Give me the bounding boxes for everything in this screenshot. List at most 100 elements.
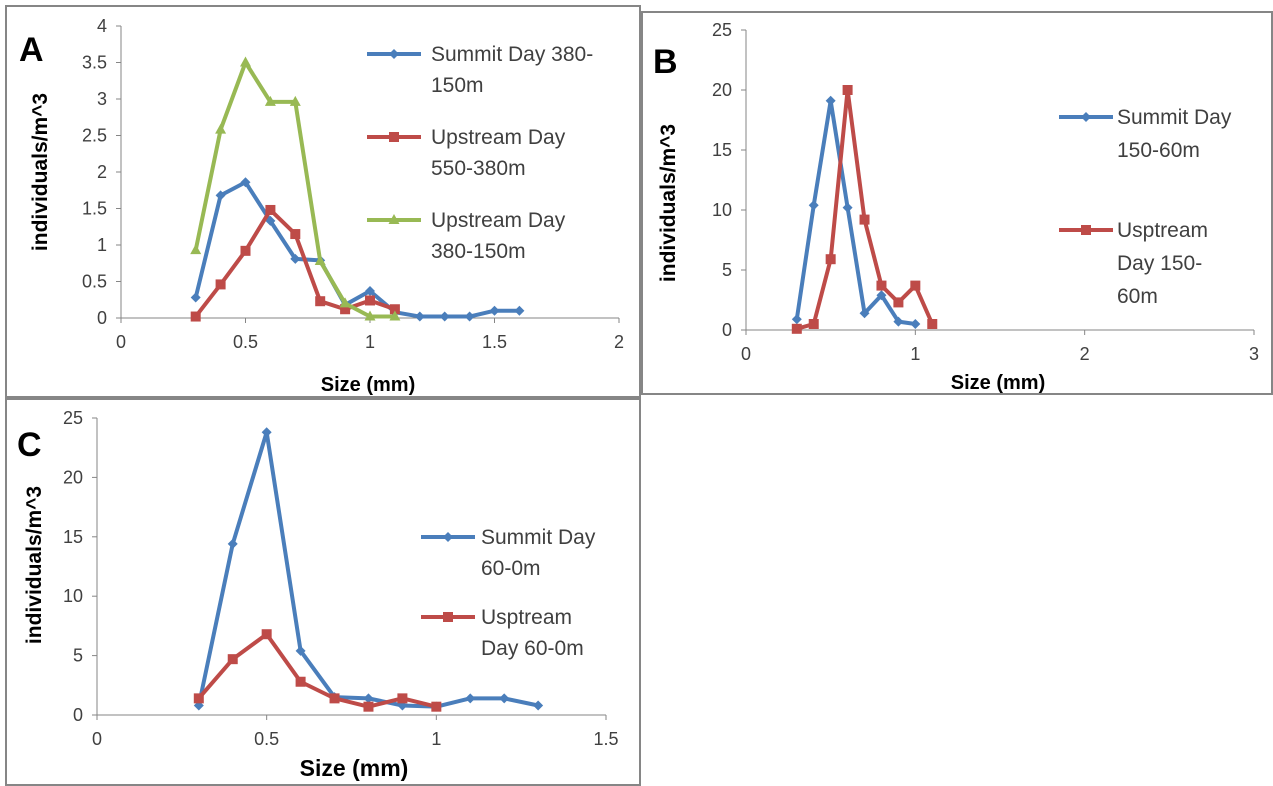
series-1: [190, 177, 525, 322]
data-point: [397, 700, 408, 711]
data-point: [339, 297, 351, 308]
data-point: [295, 645, 306, 656]
series-2: [791, 85, 938, 334]
data-point: [227, 654, 238, 665]
data-point: [791, 314, 802, 325]
x-axis-label: Size (mm): [321, 374, 415, 396]
y-tick-label: 20: [712, 80, 732, 100]
x-tick-label: 1.5: [482, 332, 507, 352]
x-tick-label: 2: [614, 332, 624, 352]
chart-panel-c: 0 5 10 15 20 25 0 0.5 1 1.5 Summit Day 60-0m Usptrea…: [5, 398, 641, 786]
data-point: [859, 308, 870, 319]
y-tick-label: 3: [97, 89, 107, 109]
legend: Summit Day 380-150m Upstream Day 550-380m U…: [367, 43, 593, 263]
y-tick-label: 1.5: [82, 199, 107, 219]
data-point: [465, 693, 476, 704]
y-tick-label: 15: [712, 140, 732, 160]
x-tick-label: 2: [1080, 344, 1090, 364]
legend: Summit Day 150-60m Usptream Day 150-60m: [1059, 106, 1232, 308]
data-point: [215, 190, 226, 201]
y-axis-label: individuals/m^3: [29, 93, 52, 251]
series-3: [190, 56, 401, 321]
data-point: [190, 292, 201, 303]
data-point: [859, 214, 870, 225]
legend-label: Upstream Day 380-150m: [431, 209, 566, 263]
data-point: [431, 701, 442, 712]
data-point: [261, 629, 272, 640]
data-point: [363, 701, 374, 712]
x-tick-label: 0: [116, 332, 126, 352]
panel-letter: C: [17, 426, 42, 464]
data-point: [514, 305, 525, 316]
data-point: [893, 297, 904, 308]
data-point: [876, 280, 887, 291]
y-tick-label: 20: [63, 467, 83, 487]
y-tick-label: 2: [97, 162, 107, 182]
x-tick-label: 1: [365, 332, 375, 352]
legend: Summit Day 60-0m Usptream Day 60-0m: [421, 526, 596, 660]
series-line: [196, 632, 439, 709]
x-axis-label: Size (mm): [300, 755, 409, 781]
chart-svg: 0 0.5 1 1.5 2 2.5 3 3.5 4 0 0.5 1 1.5 2 Summit Day 380…: [19, 16, 624, 396]
y-axis-label: individuals/m^3: [657, 124, 680, 282]
y-tick-label: 10: [712, 200, 732, 220]
y-tick-label: 0.5: [82, 272, 107, 292]
chart-panel-b: 0 5 10 15 20 25 0 1 2 3 Summit Day 150-60m Usptream D…: [641, 11, 1273, 395]
x-tick-label: 3: [1249, 344, 1259, 364]
y-tick-label: 5: [722, 260, 732, 280]
legend-label: Usptream Day 150-60m: [1117, 219, 1208, 308]
data-point: [910, 319, 921, 329]
panel-letter: B: [653, 43, 678, 81]
data-point: [876, 290, 887, 301]
data-point: [240, 56, 251, 67]
data-point: [240, 245, 251, 256]
data-point: [439, 311, 450, 322]
data-point: [842, 85, 853, 95]
data-point: [290, 229, 301, 240]
chart-svg: 0 5 10 15 20 25 0 0.5 1 1.5 Summit Day 60-0m Usptrea…: [17, 408, 619, 781]
legend-marker: [1081, 112, 1091, 122]
data-point: [264, 95, 276, 106]
data-point: [927, 319, 938, 329]
data-point: [315, 296, 326, 307]
legend-marker: [443, 532, 453, 542]
x-tick-label: 0: [92, 729, 102, 749]
legend-label: Summit Day 60-0m: [481, 526, 596, 580]
chart-svg: 0 5 10 15 20 25 0 1 2 3 Summit Day 150-60m Usptream D…: [653, 20, 1259, 394]
data-point: [842, 202, 853, 213]
data-point: [261, 427, 272, 438]
data-point: [340, 304, 351, 315]
y-tick-label: 0: [73, 705, 83, 725]
data-point: [910, 280, 921, 291]
data-point: [533, 700, 544, 711]
legend-label: Usptream Day 60-0m: [481, 606, 584, 660]
legend-marker: [443, 612, 453, 622]
y-axis-label: individuals/m^3: [23, 486, 46, 644]
y-tick-label: 3.5: [82, 53, 107, 73]
legend-marker: [1081, 225, 1091, 235]
x-tick-label: 0.5: [254, 729, 279, 749]
data-point: [825, 95, 836, 106]
data-point: [265, 204, 276, 215]
data-point: [363, 693, 374, 704]
data-point: [227, 538, 238, 549]
x-tick-label: 0: [741, 344, 751, 364]
data-point: [808, 319, 819, 329]
data-point: [414, 311, 425, 322]
data-point: [329, 693, 340, 704]
data-point: [240, 177, 251, 188]
data-point: [389, 304, 400, 315]
y-tick-label: 1: [97, 235, 107, 255]
y-tick-label: 4: [97, 16, 107, 36]
data-point: [389, 310, 401, 321]
data-point: [190, 311, 201, 322]
series-2: [190, 204, 400, 322]
series-line: [794, 98, 918, 326]
y-tick-label: 25: [712, 20, 732, 40]
data-point: [364, 310, 376, 321]
x-tick-label: 1: [431, 729, 441, 749]
y-tick-label: 10: [63, 586, 83, 606]
x-tick-label: 1.5: [593, 729, 618, 749]
series-2: [193, 629, 442, 712]
y-tick-label: 2.5: [82, 126, 107, 146]
